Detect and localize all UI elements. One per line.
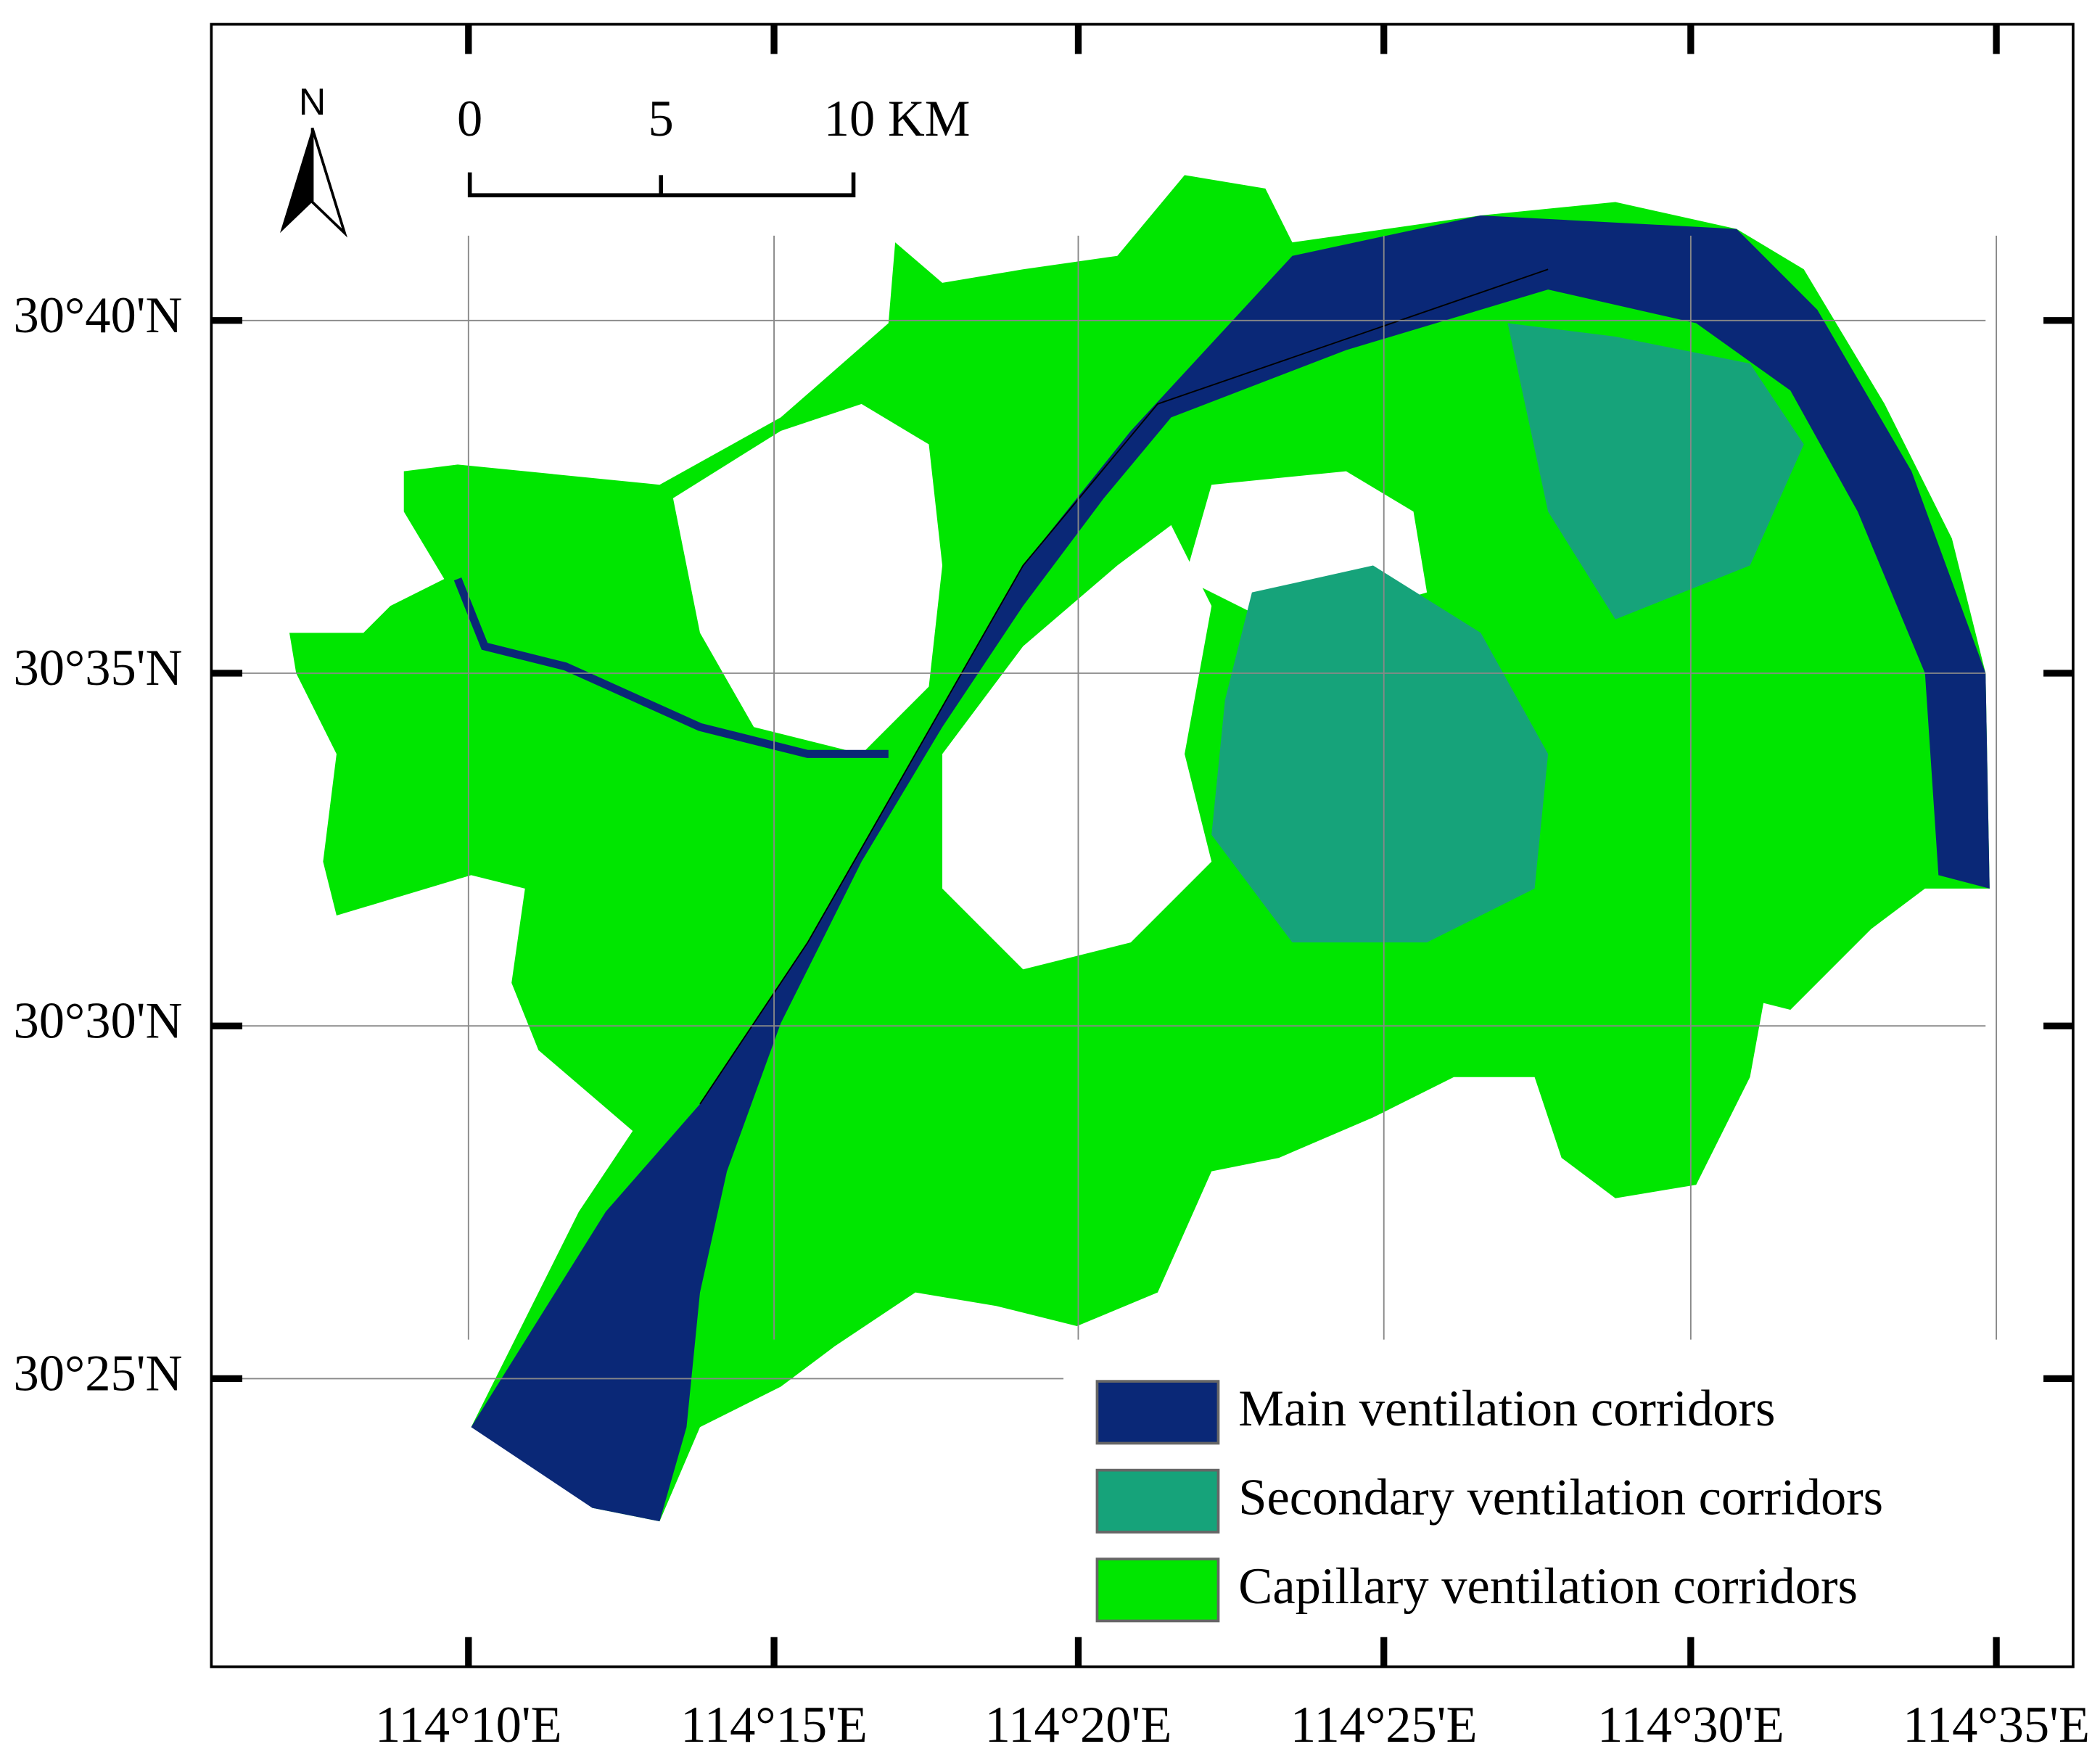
north-arrow-right [310, 127, 347, 238]
scale-label: 0 [457, 91, 482, 147]
north-arrow: N [280, 81, 347, 238]
urban-area [942, 524, 1212, 970]
longitude-label: 114°15'E [680, 1697, 868, 1753]
legend-swatch [1095, 1468, 1220, 1534]
north-label: N [299, 81, 326, 123]
latitude-label: 30°25'N [14, 1346, 183, 1402]
legend-swatch [1095, 1558, 1220, 1623]
longitude-label: 114°35'E [1903, 1697, 2090, 1753]
district-boundary [699, 268, 1549, 1105]
legend-swatch [1095, 1380, 1220, 1445]
legend-label: Secondary ventilation corridors [1238, 1469, 1883, 1526]
longitude-label: 114°30'E [1597, 1697, 1784, 1753]
scale-bar: 0 5 10 KM [457, 91, 971, 197]
urban-area [672, 403, 943, 754]
secondary-area [1507, 323, 1804, 620]
north-arrow-left [280, 128, 313, 234]
longitude-label: 114°20'E [985, 1697, 1172, 1753]
longitude-label: 114°25'E [1290, 1697, 1478, 1753]
latitude-label: 30°40'N [14, 287, 183, 344]
frame [210, 22, 2075, 1668]
legend: Main ventilation corridors Secondary vent… [1095, 1380, 1883, 1623]
tributary [453, 577, 889, 758]
legend-label: Capillary ventilation corridors [1238, 1558, 1858, 1615]
legend-label: Main ventilation corridors [1238, 1380, 1775, 1437]
legend-background [1063, 1375, 2076, 1667]
scale-label: 5 [648, 91, 674, 147]
scale-label: 10 KM [824, 91, 971, 147]
main-corridor [471, 215, 1990, 1522]
secondary-area [1211, 565, 1549, 943]
latitude-label: 30°30'N [14, 992, 183, 1049]
map-area [289, 175, 1990, 1522]
longitude-label: 114°10'E [375, 1697, 562, 1753]
latitude-label: 30°35'N [14, 640, 183, 696]
